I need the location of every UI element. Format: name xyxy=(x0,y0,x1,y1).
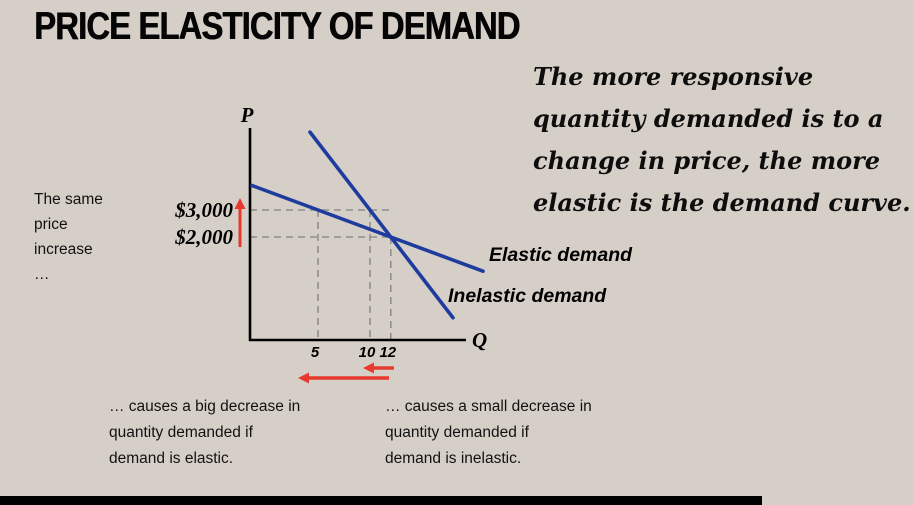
elastic-caption-line: quantity demanded if xyxy=(109,424,253,441)
inelastic-caption-line: demand is inelastic. xyxy=(385,450,522,467)
elastic-caption-line: … causes a big decrease in xyxy=(109,398,301,415)
elastic-caption-line: demand is elastic. xyxy=(109,450,234,467)
x-tick-label: 5 xyxy=(311,344,320,361)
x-tick-label: 10 xyxy=(359,344,376,361)
inelastic-caption-line: … causes a small decrease in xyxy=(385,398,592,415)
page-title: PRICE ELASTICITY OF DEMAND xyxy=(34,5,520,48)
price-increase-line: price xyxy=(34,216,68,233)
key-point-line: quantity demanded is to a xyxy=(533,104,884,133)
key-point-line: The more responsive xyxy=(533,62,814,91)
series-label: Elastic demand xyxy=(489,244,633,266)
price-increase-line: The same xyxy=(34,191,103,208)
demand-line xyxy=(250,183,485,273)
key-point-line: change in price, the more xyxy=(533,146,881,175)
bottom-bar xyxy=(0,496,762,505)
key-point-note: The more responsive quantity demanded is… xyxy=(533,56,911,224)
price-increase-line: … xyxy=(34,266,50,283)
big-decrease-arrow-head xyxy=(298,372,309,384)
price-increase-note: The same price increase … xyxy=(34,187,103,287)
key-point-line: elastic is the demand curve. xyxy=(533,188,911,217)
x-tick-label: 12 xyxy=(379,344,396,361)
small-decrease-arrow-head xyxy=(363,362,374,374)
inelastic-caption-line: quantity demanded if xyxy=(385,424,529,441)
price-increase-arrow-head xyxy=(234,198,246,209)
x-axis-label: Q xyxy=(472,328,487,352)
price-label: $3,000 xyxy=(174,198,233,222)
price-label: $2,000 xyxy=(174,225,233,249)
y-axis-label: P xyxy=(240,103,254,127)
price-increase-line: increase xyxy=(34,241,93,258)
demand-line xyxy=(308,130,455,320)
series-label: Inelastic demand xyxy=(448,285,607,307)
elastic-caption: … causes a big decrease in quantity dema… xyxy=(109,394,300,472)
inelastic-caption: … causes a small decrease in quantity de… xyxy=(385,394,592,472)
